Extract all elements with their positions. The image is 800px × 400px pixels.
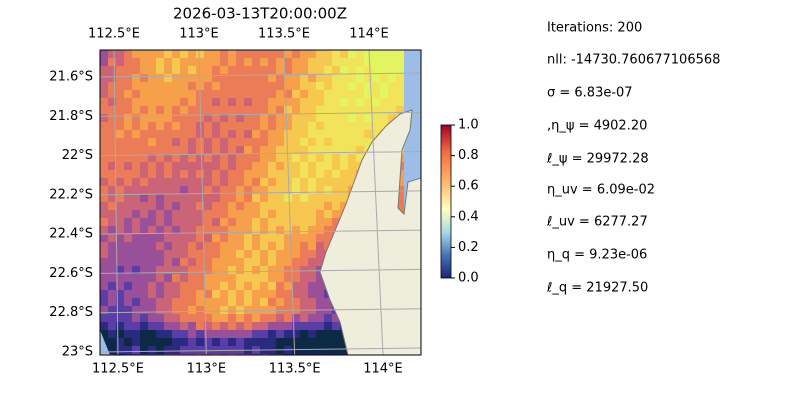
stat-line: ℓ_uv = 6277.27: [546, 215, 648, 230]
stat-line: η_uv = 6.09e-02: [547, 183, 655, 198]
grid-line: [283, 50, 296, 355]
grid-line: [368, 50, 384, 355]
lat-tick-label: 22.6°S: [49, 266, 93, 281]
grid-line: [100, 111, 421, 117]
colorbar-tick-label: 0.8: [458, 148, 479, 163]
lat-tick-label: 21.8°S: [49, 109, 93, 124]
colorbar-tick-label: 0.6: [458, 179, 479, 194]
lat-tick-label: 22.8°S: [49, 305, 93, 320]
grid-line: [100, 229, 421, 235]
field-raster: [100, 50, 421, 355]
grid-line: [100, 190, 421, 196]
colorbar-tick-label: 0.2: [458, 240, 479, 255]
lat-tick-label: 22.2°S: [49, 187, 93, 202]
stat-line: ℓ_ψ = 29972.28: [546, 152, 649, 167]
lon-tick-label: 113.5°E: [269, 362, 321, 377]
map-title: 2026-03-13T20:00:00Z: [173, 5, 347, 23]
lon-tick-label: 114°E: [349, 27, 389, 42]
lon-tick-label: 112.5°E: [88, 27, 140, 42]
lon-tick-label: 112.5°E: [92, 362, 144, 377]
grid-line: [100, 347, 421, 353]
lon-tick-label: 113°E: [187, 362, 227, 377]
lat-tick-label: 22.4°S: [49, 227, 93, 242]
stat-line: σ = 6.83e-07: [547, 86, 633, 101]
lon-tick-label: 113°E: [179, 27, 219, 42]
grid-line: [113, 50, 119, 355]
grid-line: [198, 50, 207, 355]
grid-line: [100, 72, 421, 78]
stat-line: ℓ_q = 21927.50: [546, 281, 648, 296]
colorbar-tick-label: 1.0: [458, 118, 479, 133]
grid-line: [100, 151, 421, 157]
colorbar-tick-label: 0.0: [458, 271, 479, 286]
stat-line: Iterations: 200: [547, 21, 642, 36]
lat-tick-label: 22°S: [62, 148, 93, 163]
grid-line: [100, 268, 421, 274]
lat-tick-label: 23°S: [62, 345, 93, 360]
grid-line: [100, 308, 421, 314]
lat-tick-label: 21.6°S: [49, 70, 93, 85]
stat-line: nll: -14730.760677106568: [547, 53, 720, 68]
colorbar-tick-label: 0.4: [458, 209, 479, 224]
colorbar: [440, 124, 452, 279]
lon-tick-label: 113.5°E: [258, 27, 310, 42]
stat-line: ,η_ψ = 4902.20: [547, 119, 647, 134]
lon-tick-label: 114°E: [363, 362, 403, 377]
stat-line: η_q = 9.23e-06: [547, 248, 647, 263]
map-frame: [99, 49, 422, 356]
